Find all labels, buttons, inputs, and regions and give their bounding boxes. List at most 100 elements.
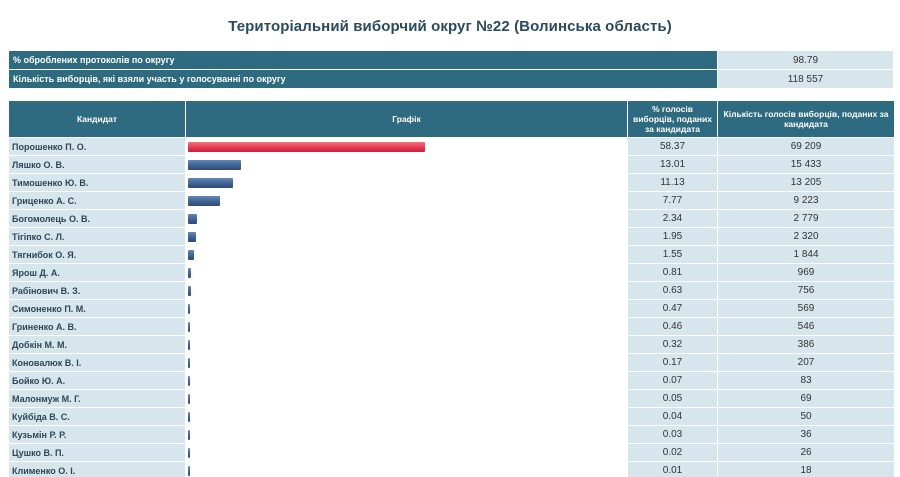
candidate-name: Куйбіда В. С. <box>8 407 186 426</box>
graph-cell <box>185 407 628 426</box>
vote-share-bar <box>188 159 241 170</box>
graph-cell <box>185 425 628 444</box>
vote-share-bar <box>188 213 197 224</box>
candidate-name: Кузьмін Р. Р. <box>8 425 186 444</box>
vote-count: 546 <box>717 317 895 336</box>
table-row: Ярош Д. А. 0.81 969 <box>8 263 895 282</box>
table-row: Клименко О. І. 0.01 18 <box>8 461 895 477</box>
vote-count: 207 <box>717 353 895 372</box>
vote-share-bar <box>188 231 196 242</box>
candidate-name: Цушко В. П. <box>8 443 186 462</box>
vote-count: 83 <box>717 371 895 390</box>
table-row: Симоненко П. М. 0.47 569 <box>8 299 895 318</box>
results-table: Кандидат Графік % голосів виборців, пода… <box>8 100 895 477</box>
vote-count: 50 <box>717 407 895 426</box>
table-row: Коновалюк В. І. 0.17 207 <box>8 353 895 372</box>
table-row: Гриненко А. В. 0.46 546 <box>8 317 895 336</box>
graph-cell <box>185 443 628 462</box>
table-row: Гриценко А. С. 7.77 9 223 <box>8 191 895 210</box>
candidate-name: Клименко О. І. <box>8 461 186 477</box>
table-row: Порошенко П. О. 58.37 69 209 <box>8 137 895 156</box>
vote-percent: 7.77 <box>627 191 718 210</box>
header-graph: Графік <box>185 100 628 138</box>
summary-value: 118 557 <box>717 69 894 89</box>
vote-count: 18 <box>717 461 895 477</box>
header-percent: % голосів виборців, поданих за кандидата <box>627 100 718 138</box>
candidate-name: Малонмуж М. Г. <box>8 389 186 408</box>
vote-percent: 11.13 <box>627 173 718 192</box>
candidate-name: Ляшко О. В. <box>8 155 186 174</box>
graph-cell <box>185 299 628 318</box>
candidate-name: Добкін М. М. <box>8 335 186 354</box>
vote-count: 1 844 <box>717 245 895 264</box>
candidate-name: Тимошенко Ю. В. <box>8 173 186 192</box>
candidate-name: Гриценко А. С. <box>8 191 186 210</box>
candidate-name: Ярош Д. А. <box>8 263 186 282</box>
vote-percent: 0.02 <box>627 443 718 462</box>
summary-label: Кількість виборців, які взяли участь у г… <box>8 69 718 89</box>
table-row: Куйбіда В. С. 0.04 50 <box>8 407 895 426</box>
vote-percent: 58.37 <box>627 137 718 156</box>
graph-cell <box>185 461 628 477</box>
summary-label: % оброблених протоколів по округу <box>8 50 718 70</box>
vote-share-bar <box>188 267 191 278</box>
vote-count: 69 209 <box>717 137 895 156</box>
vote-share-bar <box>188 195 220 206</box>
table-row: Тігіпко С. Л. 1.95 2 320 <box>8 227 895 246</box>
vote-percent: 1.95 <box>627 227 718 246</box>
candidate-name: Гриненко А. В. <box>8 317 186 336</box>
graph-cell <box>185 317 628 336</box>
graph-cell <box>185 263 628 282</box>
vote-count: 36 <box>717 425 895 444</box>
graph-cell <box>185 173 628 192</box>
candidate-name: Рабінович В. З. <box>8 281 186 300</box>
vote-percent: 0.07 <box>627 371 718 390</box>
graph-cell <box>185 155 628 174</box>
vote-percent: 0.81 <box>627 263 718 282</box>
vote-count: 756 <box>717 281 895 300</box>
vote-count: 9 223 <box>717 191 895 210</box>
vote-share-bar <box>188 141 425 152</box>
table-row: Малонмуж М. Г. 0.05 69 <box>8 389 895 408</box>
results-body: Порошенко П. О. 58.37 69 209 Ляшко О. В. 13.… <box>8 137 895 477</box>
vote-percent: 1.55 <box>627 245 718 264</box>
vote-count: 15 433 <box>717 155 895 174</box>
vote-count: 969 <box>717 263 895 282</box>
summary-row-turnout: Кількість виборців, які взяли участь у г… <box>8 69 894 89</box>
table-row: Богомолець О. В. 2.34 2 779 <box>8 209 895 228</box>
vote-count: 386 <box>717 335 895 354</box>
graph-cell <box>185 191 628 210</box>
vote-count: 2 779 <box>717 209 895 228</box>
graph-cell <box>185 227 628 246</box>
vote-share-bar <box>188 285 191 296</box>
table-row: Рабінович В. З. 0.63 756 <box>8 281 895 300</box>
table-row: Тимошенко Ю. В. 11.13 13 205 <box>8 173 895 192</box>
page-title: Територіальний виборчий округ №22 (Волин… <box>228 18 672 35</box>
table-row: Добкін М. М. 0.32 386 <box>8 335 895 354</box>
candidate-name: Бойко Ю. А. <box>8 371 186 390</box>
candidate-name: Порошенко П. О. <box>8 137 186 156</box>
vote-percent: 0.05 <box>627 389 718 408</box>
vote-percent: 2.34 <box>627 209 718 228</box>
graph-cell <box>185 371 628 390</box>
graph-cell <box>185 137 628 156</box>
vote-count: 13 205 <box>717 173 895 192</box>
vote-percent: 13.01 <box>627 155 718 174</box>
graph-cell <box>185 335 628 354</box>
vote-share-bar <box>188 357 190 368</box>
vote-share-bar <box>188 249 194 260</box>
graph-cell <box>185 245 628 264</box>
vote-share-bar <box>188 429 190 440</box>
vote-share-bar <box>188 411 190 422</box>
vote-count: 69 <box>717 389 895 408</box>
vote-percent: 0.01 <box>627 461 718 477</box>
vote-share-bar <box>188 393 190 404</box>
vote-percent: 0.17 <box>627 353 718 372</box>
candidate-name: Тягнибок О. Я. <box>8 245 186 264</box>
vote-percent: 0.47 <box>627 299 718 318</box>
vote-percent: 0.04 <box>627 407 718 426</box>
vote-percent: 0.03 <box>627 425 718 444</box>
table-row: Тягнибок О. Я. 1.55 1 844 <box>8 245 895 264</box>
graph-cell <box>185 281 628 300</box>
